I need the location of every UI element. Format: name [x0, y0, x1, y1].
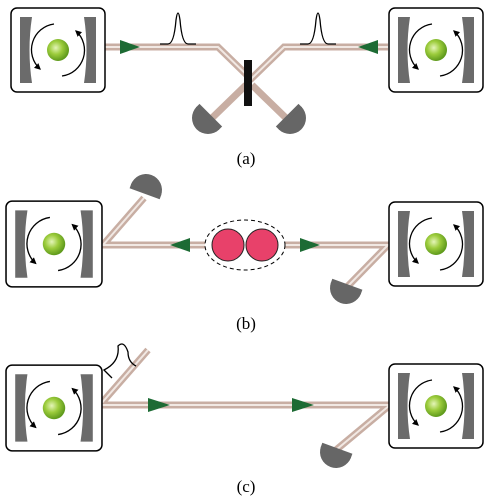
detector — [315, 443, 352, 473]
detector — [325, 279, 362, 309]
pulse — [300, 13, 336, 44]
detector — [130, 169, 167, 199]
cavity — [6, 201, 102, 287]
arrow — [358, 40, 378, 54]
cavity — [389, 364, 483, 448]
arrow — [292, 398, 314, 412]
cavity — [11, 8, 105, 92]
panel-c: (c) — [6, 344, 483, 496]
cavity — [389, 202, 483, 286]
arrow — [170, 238, 190, 252]
arrow — [148, 398, 170, 412]
pulse — [160, 13, 196, 44]
beam-splitter — [244, 60, 252, 106]
panel-label: (c) — [237, 477, 256, 496]
cavity — [6, 365, 102, 451]
page: (a) (b) (c) (() => { const data = JSON.p… — [0, 0, 484, 499]
panel-a: (a) — [11, 8, 483, 168]
diagram: (a) (b) (c) — [0, 0, 484, 499]
atom — [212, 229, 244, 261]
panel-label: (b) — [236, 314, 256, 333]
beam-core — [100, 350, 390, 450]
cavity — [389, 8, 483, 92]
beam — [100, 350, 390, 450]
arrow — [300, 238, 320, 252]
panel-label: (a) — [237, 149, 256, 168]
panel-b: (b) — [6, 169, 483, 333]
atom — [246, 229, 278, 261]
arrow — [120, 40, 140, 54]
